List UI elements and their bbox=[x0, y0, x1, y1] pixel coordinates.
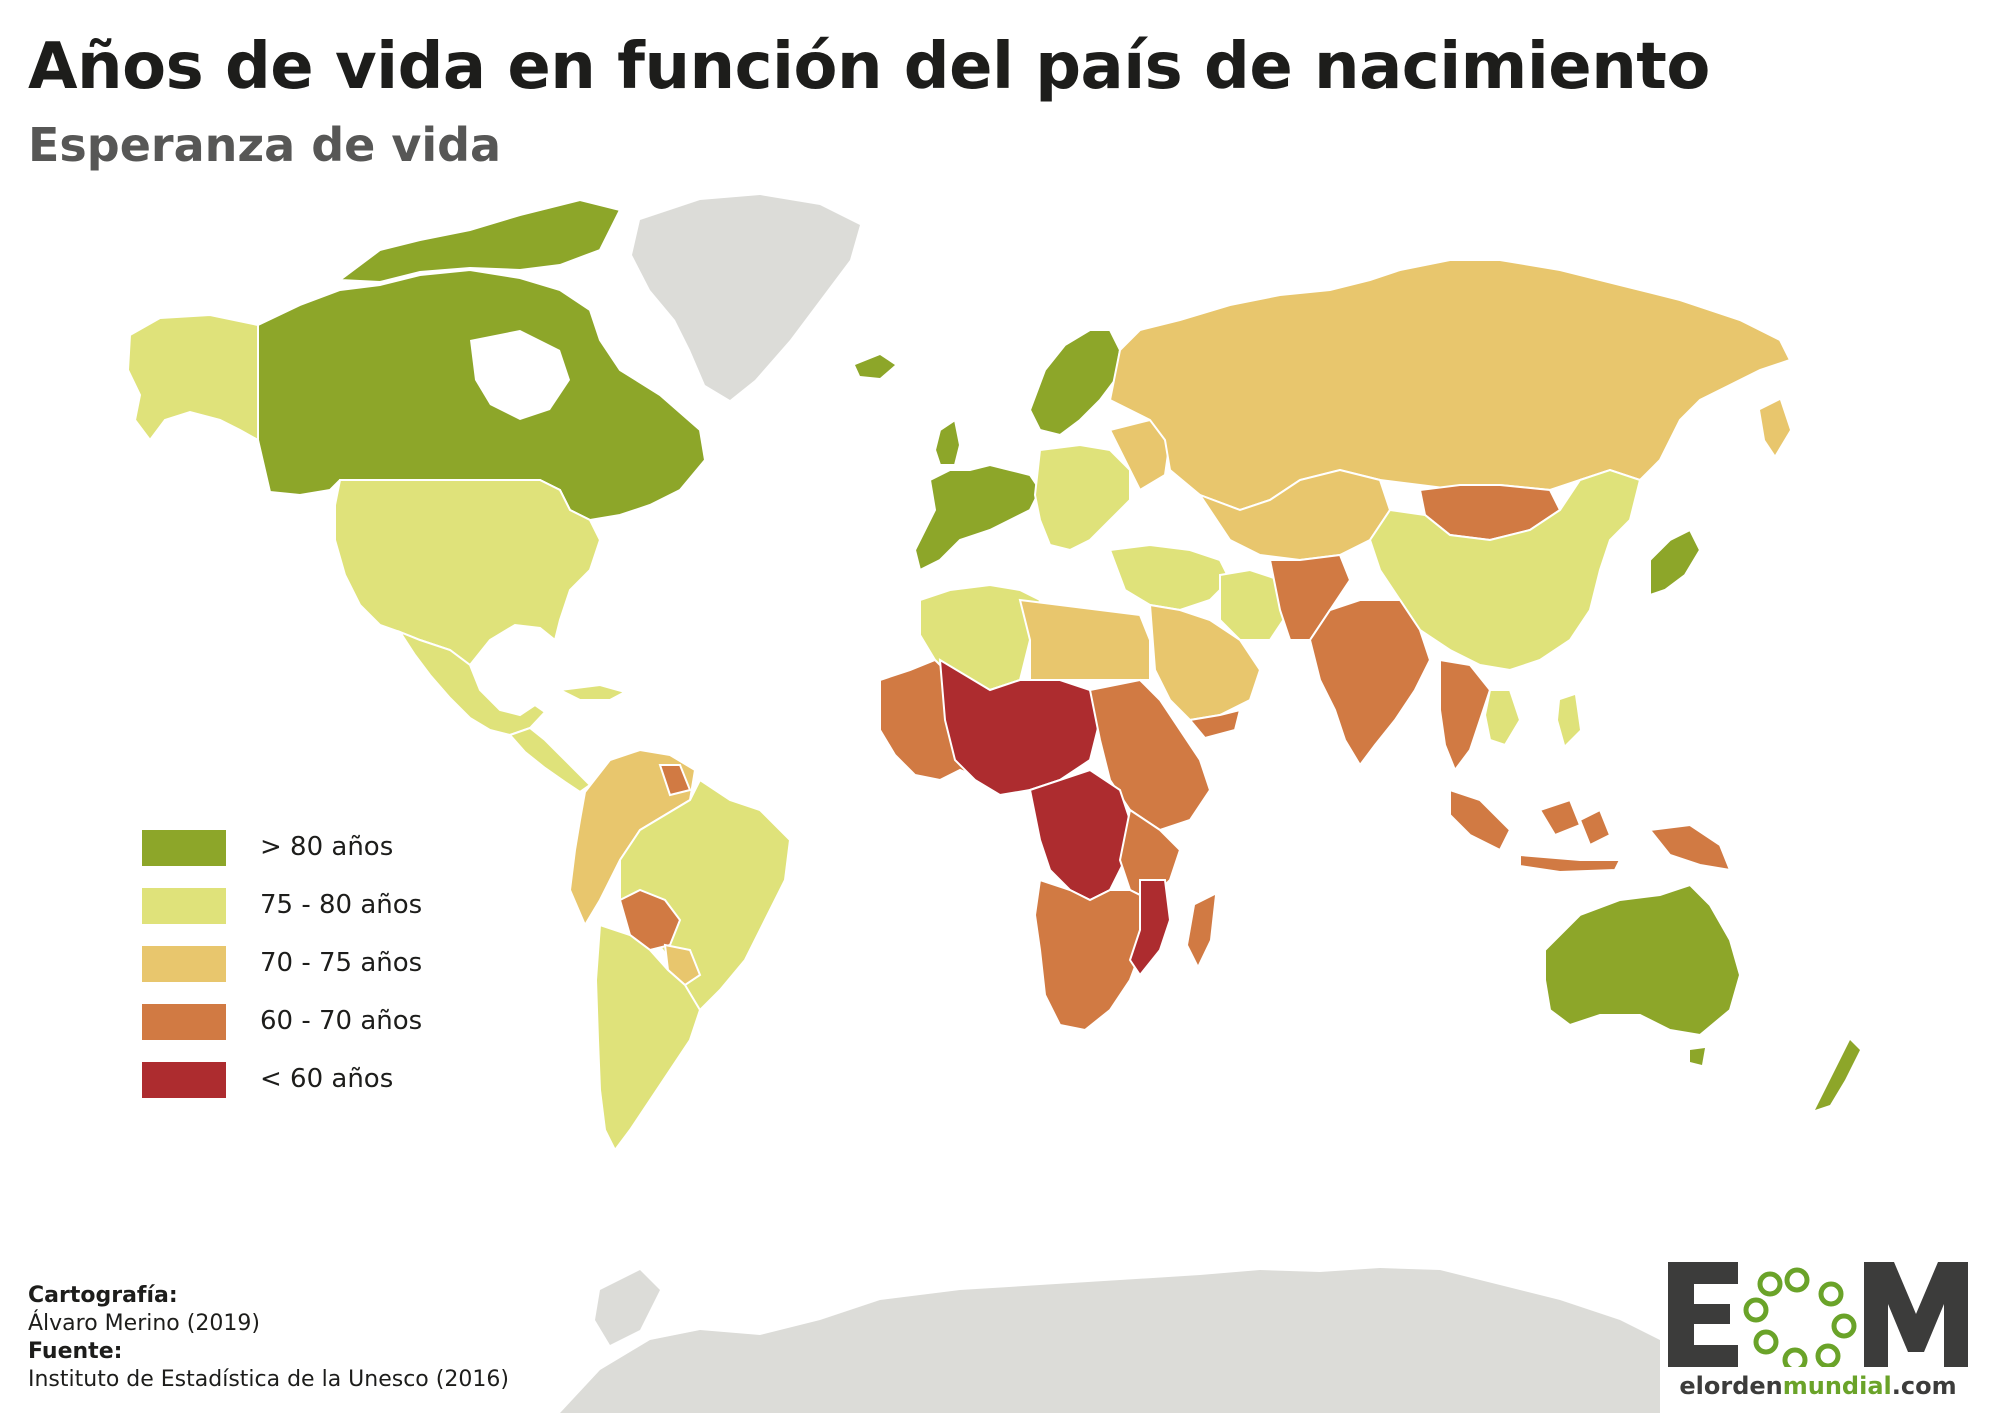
antarctica-region bbox=[560, 1268, 1660, 1413]
cartography-label: Cartografía: bbox=[28, 1283, 178, 1308]
caribbean-region bbox=[556, 683, 628, 701]
logo-url: elordenmundial.com bbox=[1668, 1372, 1968, 1400]
alaska-region bbox=[126, 313, 259, 442]
legend-swatch bbox=[142, 1004, 226, 1040]
central-america-region bbox=[508, 726, 592, 794]
eom-logo-mark bbox=[1668, 1262, 1968, 1367]
canada-hudson-bay bbox=[470, 330, 570, 420]
new-zealand-region bbox=[1815, 1040, 1860, 1110]
japan-korea-region bbox=[1649, 528, 1702, 597]
india-region bbox=[1308, 599, 1432, 767]
madagascar-region bbox=[1188, 895, 1215, 965]
mexico-region bbox=[397, 629, 547, 737]
logo-url-part3: .com bbox=[1891, 1372, 1957, 1400]
sahel-region bbox=[938, 658, 1102, 797]
greenland-region bbox=[632, 195, 860, 400]
cartography-value: Álvaro Merino (2019) bbox=[28, 1311, 260, 1336]
kamchatka-region bbox=[1760, 400, 1790, 455]
southern-africa-region bbox=[1033, 878, 1152, 1032]
legend-swatch bbox=[142, 1062, 226, 1098]
eastern-europe-region bbox=[1033, 443, 1131, 552]
southern-cone-region bbox=[594, 923, 702, 1152]
vietnam-region bbox=[1483, 689, 1522, 747]
philippines-region bbox=[1558, 695, 1580, 745]
middle-east-north-region bbox=[1108, 543, 1232, 612]
indonesia-region bbox=[1449, 788, 1622, 874]
central-africa-region bbox=[1028, 768, 1132, 902]
source-value: Instituto de Estadística de la Unesco (2… bbox=[28, 1367, 509, 1392]
page-title: Años de vida en función del país de naci… bbox=[28, 30, 1710, 104]
legend-label: 75 - 80 años bbox=[260, 890, 423, 920]
guyana-region bbox=[658, 764, 692, 797]
antarctica-peninsula bbox=[595, 1270, 660, 1345]
legend-label: < 60 años bbox=[260, 1064, 394, 1094]
russia-region bbox=[1108, 259, 1792, 512]
arabia-region bbox=[1148, 603, 1262, 722]
logo-url-part1: elorden bbox=[1679, 1372, 1783, 1400]
credits: Cartografía: Álvaro Merino (2019) Fuente… bbox=[28, 1282, 509, 1394]
scandinavia-region bbox=[1028, 329, 1122, 437]
australia-region bbox=[1544, 883, 1742, 1037]
source-label: Fuente: bbox=[28, 1339, 123, 1364]
legend-swatch bbox=[142, 946, 226, 982]
canada-region bbox=[257, 268, 707, 522]
legend-swatch bbox=[142, 888, 226, 924]
legend-label: 70 - 75 años bbox=[260, 948, 423, 978]
mozambique-region bbox=[1128, 879, 1172, 977]
legend-label: > 80 años bbox=[260, 832, 394, 862]
page-subtitle: Esperanza de vida bbox=[28, 118, 502, 172]
usa-region bbox=[334, 479, 602, 667]
yemen-region bbox=[1188, 708, 1242, 740]
legend-swatch bbox=[142, 830, 226, 866]
eom-logo: elordenmundial.com bbox=[1668, 1262, 1968, 1402]
tasmania-region bbox=[1690, 1048, 1705, 1065]
western-europe-region bbox=[913, 463, 1042, 572]
libya-egypt-region bbox=[1018, 598, 1151, 681]
uk-ireland-region bbox=[933, 418, 962, 466]
north-africa-region bbox=[919, 583, 1042, 692]
arctic-archipelago bbox=[337, 198, 622, 284]
southeast-asia-region bbox=[1439, 658, 1492, 773]
iran-region bbox=[1219, 568, 1292, 641]
logo-url-part2: mundial bbox=[1782, 1372, 1892, 1400]
legend-label: 60 - 70 años bbox=[260, 1006, 423, 1036]
iceland-region bbox=[855, 355, 895, 378]
papua-region bbox=[1648, 823, 1732, 872]
